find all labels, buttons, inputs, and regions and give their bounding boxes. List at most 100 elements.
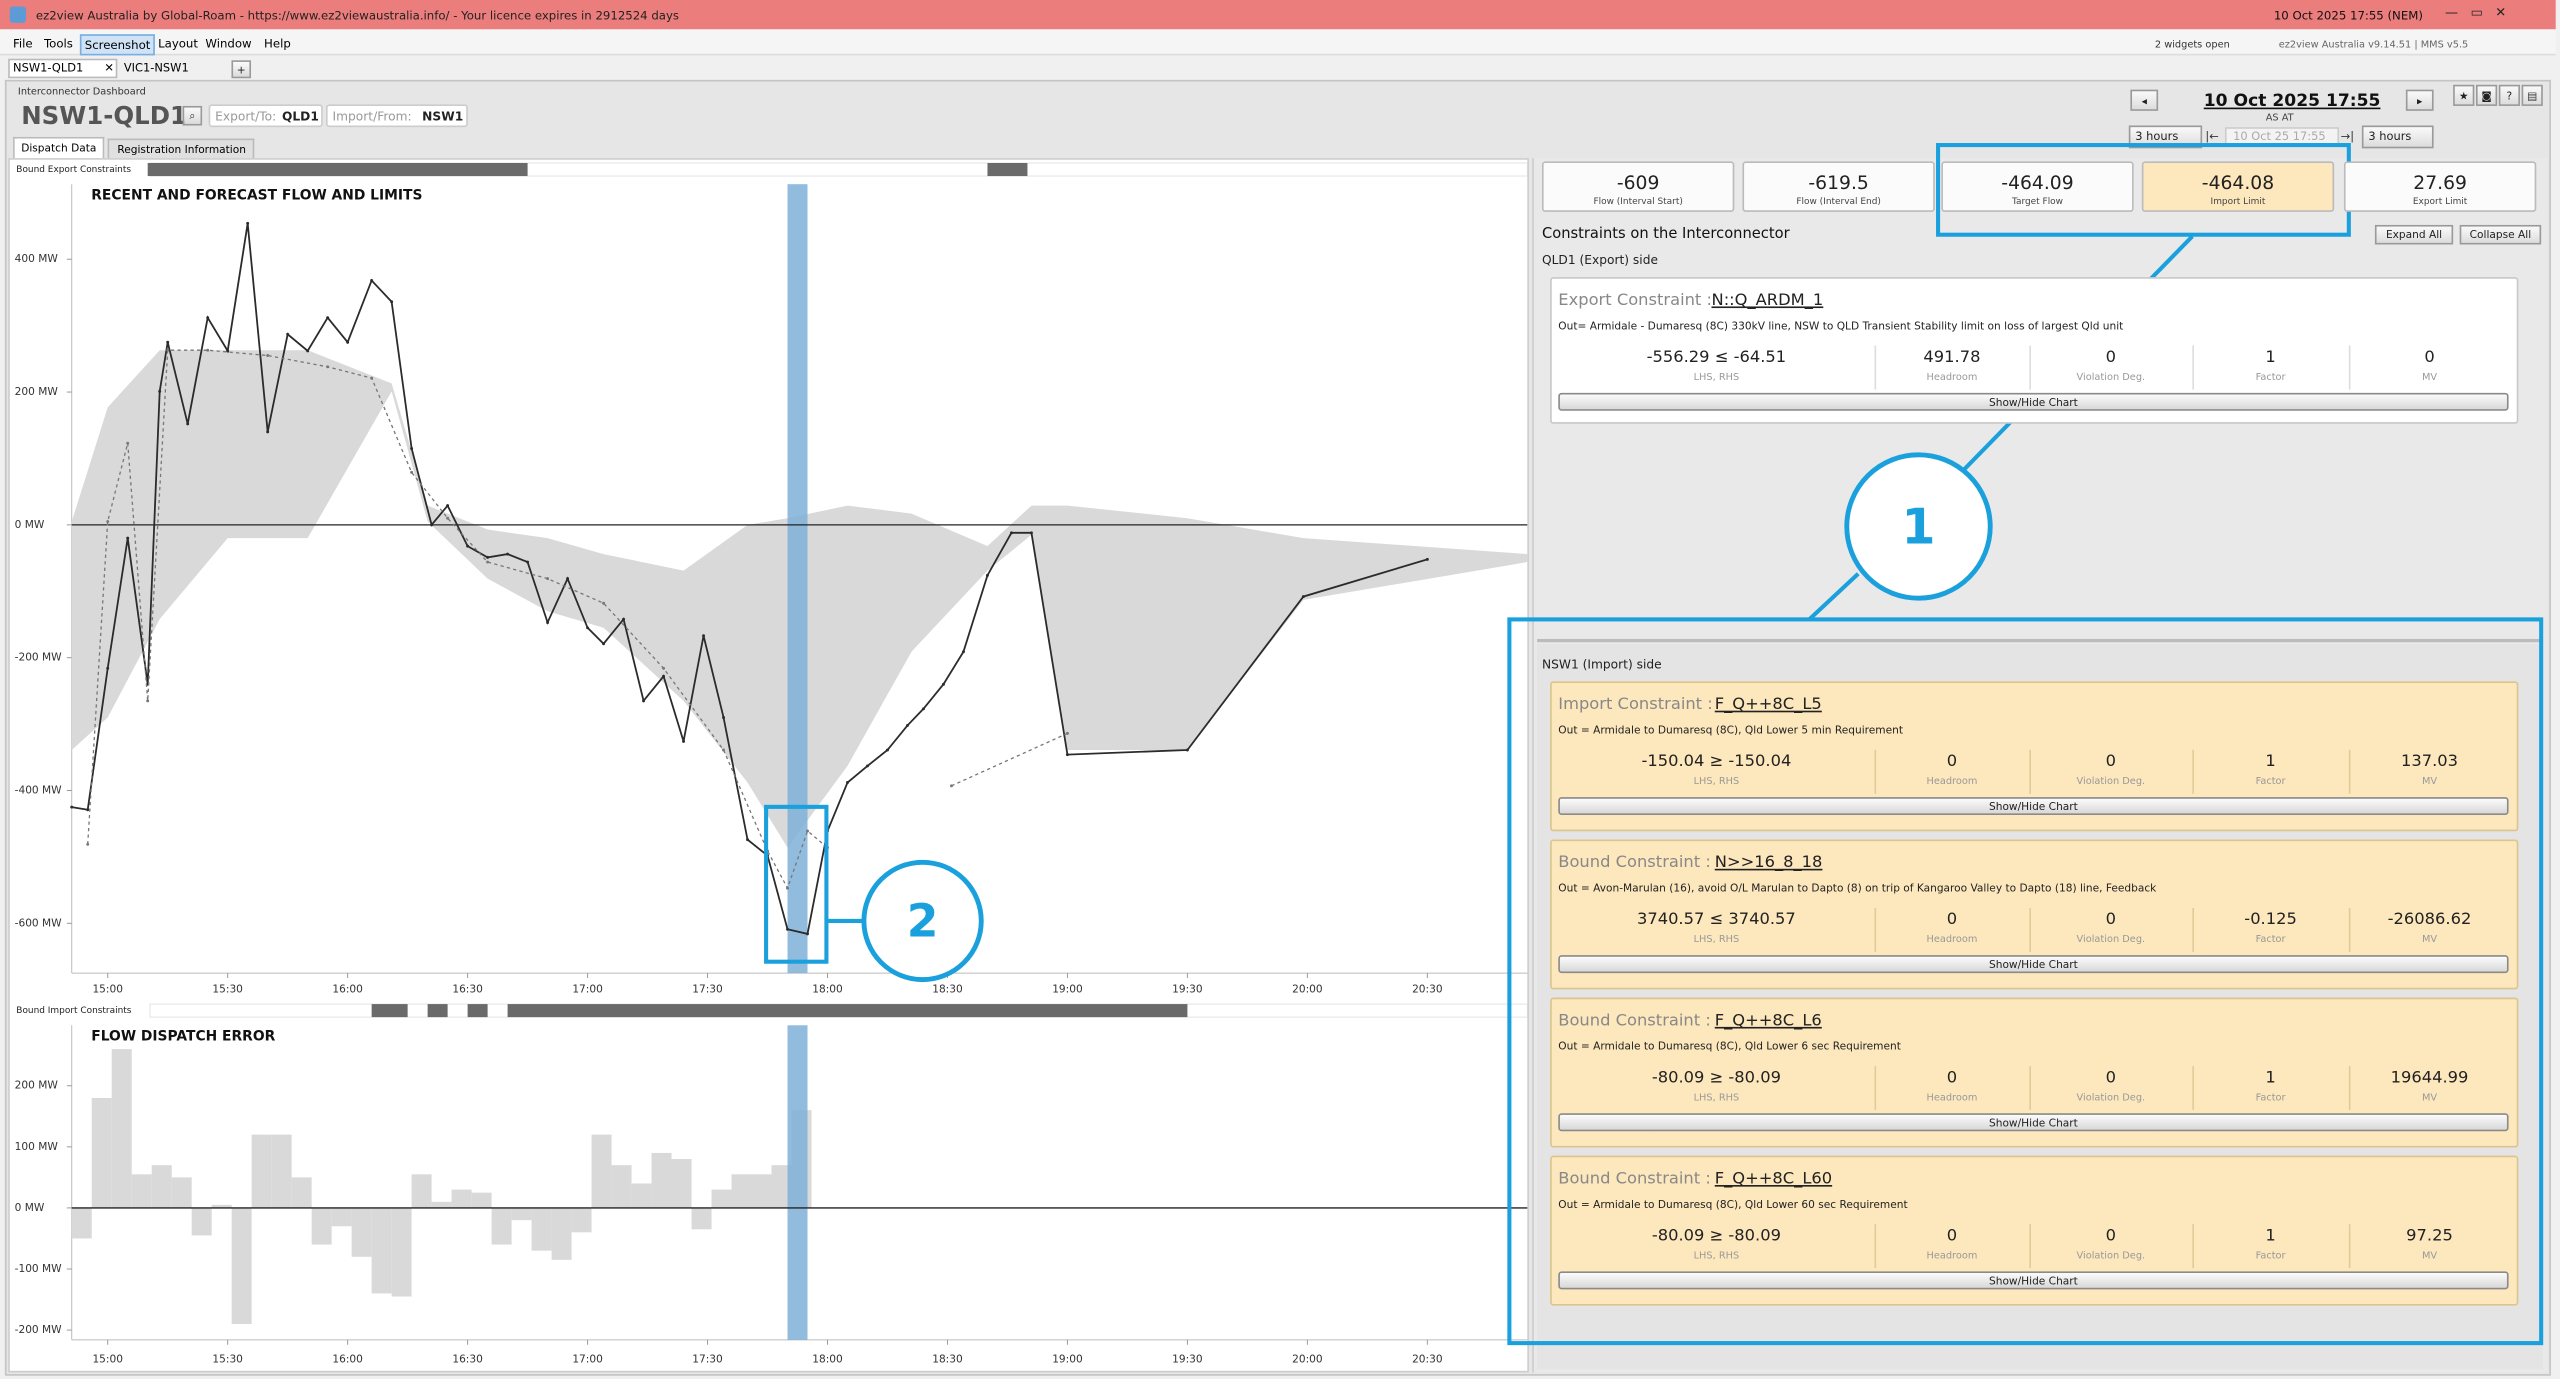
as-at-date[interactable]: 10 Oct 2025 17:55 — [2203, 91, 2381, 111]
add-tab[interactable]: + — [231, 60, 252, 79]
import-region: NSW1 — [422, 109, 464, 124]
flow-point — [126, 536, 130, 540]
x-tick-label: 18:30 — [932, 983, 963, 995]
subtab[interactable] — [107, 138, 255, 159]
flow-point — [806, 932, 809, 936]
splitter[interactable] — [1537, 638, 2543, 643]
x-tick-label: 18:00 — [812, 1353, 843, 1365]
subtab-label[interactable]: Dispatch Data — [21, 141, 97, 155]
flow-point — [722, 748, 726, 752]
menu-item[interactable]: File — [13, 35, 33, 51]
x-tick-label: 20:30 — [1412, 1353, 1443, 1365]
flow-point — [1425, 557, 1429, 561]
error-bar — [91, 1097, 112, 1208]
x-tick-label: 17:30 — [692, 983, 723, 995]
flow-point — [106, 520, 110, 524]
column-label: Factor — [2255, 933, 2286, 946]
constraint-value: 97.25 — [2406, 1227, 2453, 1246]
x-tick-label: 19:00 — [1052, 1353, 1083, 1365]
expand-all[interactable]: Expand All — [2374, 224, 2454, 245]
search-button[interactable]: ⌕ — [182, 105, 203, 126]
flow-point — [126, 441, 130, 445]
flow-point — [266, 430, 270, 434]
span-left[interactable]: 3 hours — [2128, 125, 2203, 149]
column-divider — [2192, 1224, 2194, 1269]
callout-circle — [861, 859, 984, 983]
tab-label[interactable]: VIC1-NSW1 — [123, 61, 189, 75]
constraint-value: -80.09 ≥ -80.09 — [1651, 1227, 1781, 1246]
summary-box — [1742, 161, 1935, 212]
constraint-id[interactable]: N>>16_8_18 — [1714, 854, 1823, 873]
column-divider — [2348, 1066, 2351, 1111]
show-hide-chart[interactable]: Show/Hide Chart — [1558, 1271, 2509, 1290]
summary-box — [1541, 161, 1735, 212]
span-right[interactable]: 3 hours — [2361, 125, 2434, 149]
collapse-all[interactable]: Collapse All — [2459, 224, 2542, 245]
tab-active[interactable] — [8, 58, 118, 79]
constraint-id[interactable]: F_Q++8C_L5 — [1714, 696, 1822, 714]
constraint-value: 137.03 — [2400, 753, 2459, 771]
constraint-value: -26086.62 — [2387, 911, 2472, 930]
next-button[interactable]: ▸ — [2405, 89, 2434, 111]
error-bar — [331, 1207, 352, 1227]
flow-point — [602, 642, 606, 646]
subtab-label[interactable]: Registration Information — [117, 143, 246, 157]
x-tick-label: 20:30 — [1412, 983, 1443, 995]
menu-item[interactable]: Window — [205, 35, 252, 51]
column-divider — [1874, 907, 1877, 952]
constraint-id[interactable]: F_Q++8C_L60 — [1714, 1170, 1833, 1189]
menu-item[interactable]: Layout — [158, 35, 198, 51]
flow-point — [622, 617, 626, 621]
x-tick-label: 15:30 — [212, 1353, 243, 1365]
export-field — [208, 104, 323, 128]
y-tick-label: 200 MW — [15, 386, 59, 398]
column-label: MV — [2421, 1092, 2438, 1104]
column-label: Violation Deg. — [2076, 371, 2146, 384]
flow-point — [86, 842, 90, 846]
subtab-active[interactable] — [13, 136, 105, 159]
summary-value: 27.69 — [2413, 171, 2467, 194]
tab-label[interactable]: NSW1-QLD1 — [13, 61, 84, 75]
bound-period — [371, 1004, 408, 1018]
help-button[interactable]: ? — [2498, 84, 2520, 106]
time-field-text[interactable]: 10 Oct 25 17:55 — [2233, 130, 2326, 144]
show-hide-chart[interactable]: Show/Hide Chart — [1558, 1113, 2509, 1132]
constraint-id[interactable]: F_Q++8C_L6 — [1714, 1012, 1822, 1031]
x-tick-label: 16:30 — [452, 983, 483, 995]
error-bar — [111, 1049, 132, 1208]
error-bar — [671, 1159, 692, 1208]
menu-item[interactable]: Screenshot — [79, 34, 156, 56]
as-at-label: AS AT — [2265, 112, 2294, 124]
summary-box — [2343, 161, 2537, 212]
column-divider — [2029, 1066, 2031, 1111]
prev-button[interactable]: ◂ — [2130, 89, 2159, 111]
window-controls[interactable]: — ▭ ✕ — [2445, 4, 2507, 20]
camera-button[interactable]: ◙ — [2475, 84, 2498, 106]
tab-close[interactable]: ✕ — [104, 61, 114, 75]
x-tick-label: 18:30 — [932, 1353, 963, 1365]
comment-button[interactable]: ▤ — [2521, 84, 2543, 106]
column-label: LHS, RHS — [1693, 371, 1740, 384]
chart-title: FLOW DISPATCH ERROR — [91, 1029, 275, 1045]
favourite-button[interactable]: ★ — [2453, 84, 2475, 106]
show-hide-chart[interactable]: Show/Hide Chart — [1558, 797, 2509, 815]
flow-point — [702, 634, 706, 638]
flow-point — [546, 621, 550, 624]
x-tick-label: 16:00 — [332, 983, 363, 995]
show-hide-chart[interactable]: Show/Hide Chart — [1558, 955, 2509, 974]
error-bar — [271, 1134, 292, 1208]
summary-value: -464.09 — [2001, 171, 2074, 194]
show-hide-chart[interactable]: Show/Hide Chart — [1558, 392, 2509, 411]
column-label: MV — [2421, 775, 2438, 788]
menu-item[interactable]: Help — [264, 35, 291, 51]
title-bar — [0, 0, 2556, 30]
constraint-desc: Out= Armidale - Dumaresq (8C) 330kV line… — [1558, 319, 2124, 333]
y-tick-label: -200 MW — [15, 1324, 62, 1336]
constraint-kind: Export Constraint : — [1558, 291, 1713, 310]
x-tick-label: 17:30 — [692, 1353, 723, 1365]
constraint-value: 0 — [1946, 753, 1958, 771]
constraint-id[interactable]: N::Q_ARDM_1 — [1711, 291, 1824, 310]
menu-item[interactable]: Tools — [44, 35, 73, 51]
column-label: Headroom — [1926, 1250, 1978, 1262]
